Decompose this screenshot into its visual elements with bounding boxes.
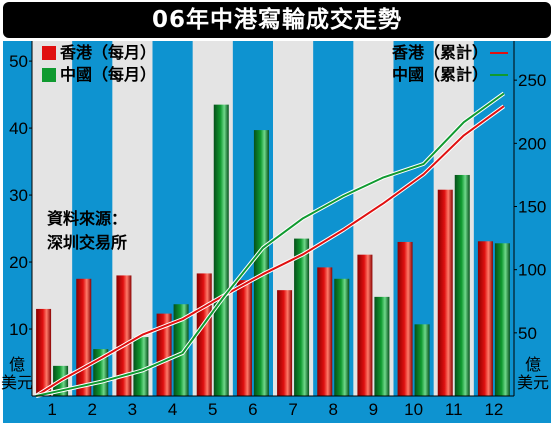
bar-hk-monthly <box>437 189 453 396</box>
legend-label: 中國（每月） <box>60 65 156 84</box>
x-tick-label: 8 <box>329 400 338 419</box>
x-tick-label: 11 <box>445 400 463 419</box>
x-tick-label: 6 <box>248 400 257 419</box>
left-unit-label: 億 <box>9 355 25 374</box>
x-tick-label: 1 <box>47 400 56 419</box>
bar-hk-monthly <box>76 278 92 396</box>
left-tick-label: 20 <box>9 253 28 272</box>
legend: 香港（每月） 中國（每月） 香港（累計） 中國（累計） <box>42 43 508 84</box>
line-hk-cumulative <box>35 105 505 397</box>
x-tick-label: 12 <box>484 400 503 419</box>
left-tick-label: 30 <box>9 186 28 205</box>
right-tick-label: 200 <box>518 134 546 153</box>
right-tick-label: 150 <box>518 197 546 216</box>
x-tick-label: 7 <box>288 400 297 419</box>
legend-label: 中國（累計） <box>392 65 488 84</box>
legend-label: 香港（每月） <box>59 43 156 62</box>
bar-cn-monthly <box>213 104 229 396</box>
right-unit-label: 美元 <box>517 373 549 392</box>
bar-cn-monthly <box>133 337 149 396</box>
left-tick-label: 50 <box>9 52 28 71</box>
bar-hk-monthly <box>156 313 172 396</box>
left-tick-label: 40 <box>9 119 28 138</box>
bar-cn-monthly <box>173 304 189 396</box>
bar-hk-monthly <box>317 267 333 396</box>
bar-hk-monthly <box>477 241 493 396</box>
line-cn-cumulative <box>35 92 505 397</box>
bar-cn-monthly <box>374 296 390 396</box>
legend-label: 香港（累計） <box>391 43 488 62</box>
bar-series <box>36 104 510 396</box>
bar-hk-monthly <box>196 273 212 396</box>
bar-hk-monthly <box>357 254 373 396</box>
bar-cn-monthly <box>334 278 350 396</box>
x-tick-label: 10 <box>404 400 423 419</box>
bar-cn-monthly <box>494 243 510 396</box>
bar-hk-monthly <box>397 241 413 396</box>
legend-swatch <box>42 68 56 82</box>
right-tick-label: 250 <box>518 71 546 90</box>
x-tick-label: 3 <box>128 400 137 419</box>
x-tick-label: 9 <box>369 400 378 419</box>
source-note: 資料來源： 深圳交易所 <box>47 209 127 252</box>
x-tick-label: 5 <box>208 400 217 419</box>
left-unit-label: 美元 <box>1 373 33 392</box>
bar-cn-monthly <box>253 130 269 396</box>
chart-title: 06年中港寫輪成交走勢 <box>3 2 551 38</box>
bar-hk-monthly <box>36 308 52 396</box>
legend-swatch <box>42 46 56 60</box>
x-tick-label: 2 <box>88 400 97 419</box>
right-unit-label: 億 <box>525 355 541 374</box>
source-line: 資料來源： <box>47 209 127 228</box>
bar-hk-monthly <box>116 275 132 396</box>
right-tick-label: 50 <box>518 324 537 343</box>
left-tick-label: 10 <box>9 320 28 339</box>
bar-cn-monthly <box>414 324 430 396</box>
source-line: 深圳交易所 <box>47 233 127 252</box>
x-tick-label: 4 <box>168 400 177 419</box>
right-tick-label: 100 <box>518 261 546 280</box>
bar-cn-monthly <box>454 174 470 396</box>
line-series <box>34 91 506 398</box>
bar-cn-monthly <box>294 238 310 396</box>
bar-hk-monthly <box>277 290 293 396</box>
bar-hk-monthly <box>236 280 252 396</box>
